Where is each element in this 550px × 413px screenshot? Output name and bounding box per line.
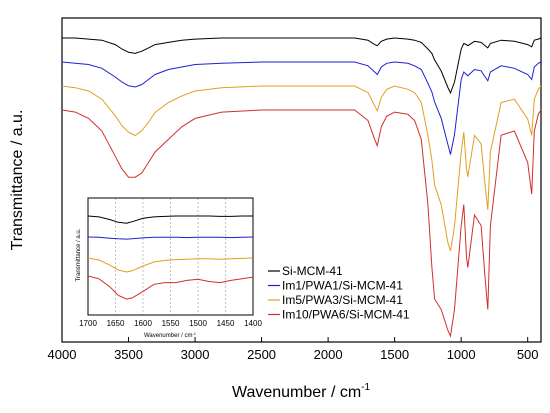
inset-plot-frame (87, 197, 254, 316)
main-x-ticks: 4000 3500 3000 2500 2000 1500 1000 500 (48, 337, 539, 362)
inset-x-axis-label: Wavenumber / cm-1 (144, 331, 197, 339)
inset-y-axis-label: Transmittance / a.u. (76, 228, 82, 281)
main-x-axis-label: Wavenumber / cm-1 (232, 382, 371, 401)
inset-x-tick-label: 1650 (107, 319, 125, 328)
main-x-tick-label: 2000 (314, 347, 343, 362)
legend: Si-MCM-41Im1/PWA1/Si-MCM-41Im5/PWA3/Si-M… (268, 264, 410, 322)
inset-grid (115, 198, 226, 315)
inset-x-tick-label: 1400 (244, 319, 262, 328)
legend-label: Im1/PWA1/Si-MCM-41 (282, 279, 403, 293)
legend-label: Im10/PWA6/Si-MCM-41 (282, 308, 410, 322)
inset-x-tick-label: 1600 (134, 319, 152, 328)
main-x-tick-label: 4000 (48, 347, 77, 362)
main-series (61, 37, 542, 338)
main-series-line-2 (61, 61, 542, 155)
inset-series-line-4 (87, 275, 254, 300)
inset-x-tick-label: 1700 (79, 319, 97, 328)
legend-label: Im5/PWA3/Si-MCM-41 (282, 293, 403, 307)
inset-x-tick-label: 1500 (189, 319, 207, 328)
main-x-tick-label: 2500 (247, 347, 276, 362)
inset-series-line-1 (87, 215, 253, 224)
inset-series-line-2 (87, 236, 254, 240)
main-plot: 4000 3500 3000 2500 2000 1500 1000 500 (48, 17, 542, 362)
main-x-tick-label: 3500 (114, 347, 143, 362)
inset-series-line-3 (87, 257, 254, 273)
main-series-line-4 (61, 109, 542, 338)
main-series-line-1 (62, 37, 542, 95)
inset-x-ticks: 1700 1650 1600 1550 1500 1450 1400 (79, 319, 262, 328)
inset-series (87, 215, 254, 300)
main-series-line-3 (61, 85, 542, 252)
inset-x-tick-label: 1550 (162, 319, 180, 328)
inset-x-tick-label: 1450 (217, 319, 235, 328)
main-x-tick-label: 1500 (380, 347, 409, 362)
inset-plot: 1700 1650 1600 1550 1500 1450 1400 Wavenumber … (76, 197, 262, 339)
main-x-tick-label: 1000 (447, 347, 476, 362)
main-y-axis-label: Transmittance / a.u. (9, 110, 26, 251)
main-plot-frame (61, 17, 542, 343)
main-x-tick-label: 3000 (181, 347, 210, 362)
legend-label: Si-MCM-41 (282, 264, 343, 278)
main-x-tick-label: 500 (517, 347, 539, 362)
